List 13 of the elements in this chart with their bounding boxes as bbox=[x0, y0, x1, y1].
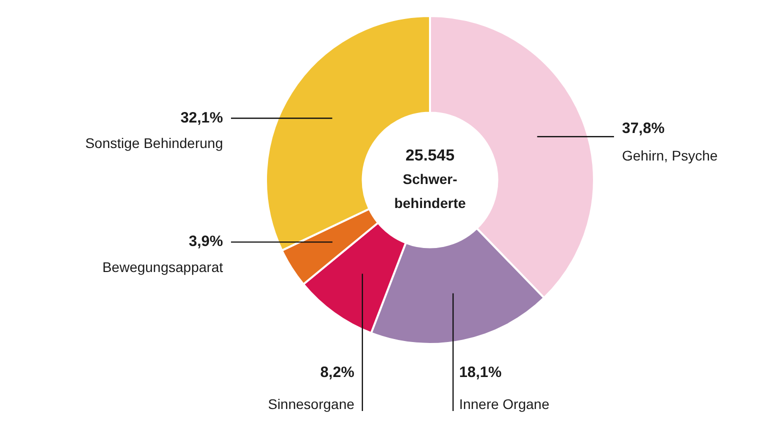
data-label: 18,1% bbox=[459, 364, 502, 382]
text: behinderte bbox=[394, 194, 466, 211]
slice-label: Sinnesorgane bbox=[268, 396, 355, 412]
slice-label: Gehirn, Psyche bbox=[622, 147, 718, 164]
slice-label: Sonstige Behinderung bbox=[85, 135, 223, 152]
data-label: 37,8% bbox=[622, 120, 665, 137]
text: 25.545 bbox=[406, 147, 455, 164]
slice-label: Innere Organe bbox=[459, 396, 550, 412]
data-label: 32,1% bbox=[180, 109, 223, 126]
slice-label: Bewegungsapparat bbox=[102, 258, 224, 275]
text: Schwer- bbox=[402, 170, 458, 187]
data-label: 3,9% bbox=[188, 233, 223, 250]
data-label: 8,2% bbox=[320, 364, 354, 382]
